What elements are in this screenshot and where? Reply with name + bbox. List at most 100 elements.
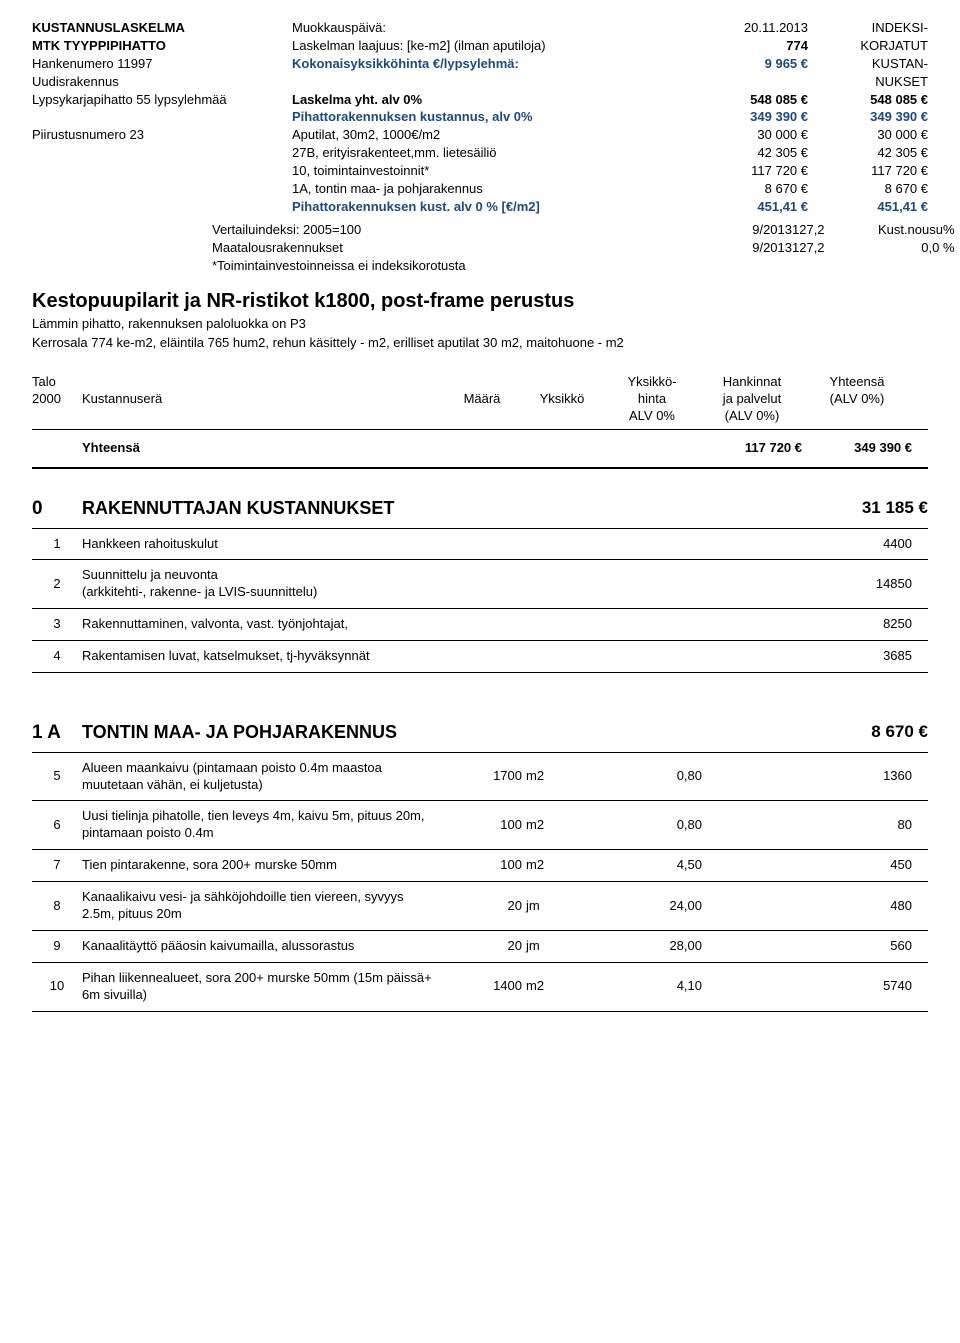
row-desc: Rakentamisen luvat, katselmukset, tj-hyv…: [82, 648, 442, 665]
row-idx: 1: [32, 536, 82, 553]
row-idx: 10: [32, 978, 82, 995]
sec0-title: RAKENNUTTAJAN KUSTANNUKSET: [82, 497, 818, 522]
row-idx: 8: [32, 898, 82, 915]
h-r3c3: 9 965 €: [612, 56, 808, 73]
row-total: 3685: [802, 648, 912, 665]
cmp-r1-c3: 9/2013: [472, 222, 792, 239]
h-r11c1: [32, 199, 292, 216]
h-r4c2: [292, 74, 612, 91]
th-yh-3: ALV 0%: [629, 408, 675, 423]
h-r10c2: 1A, tontin maa- ja pohjarakennus: [292, 181, 612, 198]
sec1a-title: TONTIN MAA- JA POHJARAKENNUS: [82, 721, 818, 746]
row-desc: Kanaalitäyttö pääosin kaivumailla, aluss…: [82, 938, 442, 955]
h-r1c2: Muokkauspäivä:: [292, 20, 612, 37]
row-uprice: 24,00: [602, 898, 702, 915]
page-title: Kestopuupilarit ja NR-ristikot k1800, po…: [32, 288, 928, 314]
row-qty: 1700: [442, 768, 522, 785]
h-r3c4: KUSTAN-: [808, 56, 928, 73]
row-desc: Kanaalikaivu vesi- ja sähköjohdoille tie…: [82, 889, 442, 923]
row-unit: m2: [522, 768, 602, 785]
cmp-r2-c3: 9/2013: [472, 240, 792, 257]
row-qty: 1400: [442, 978, 522, 995]
h-r3c2: Kokonaisyksikköhinta €/lypsylehmä:: [292, 56, 612, 73]
h-r2c2: Laskelman laajuus: [ke-m2] (ilman aputil…: [292, 38, 612, 55]
th-hk-2: ja palvelut: [723, 391, 782, 406]
h-r2c3: 774: [612, 38, 808, 55]
row-idx: 9: [32, 938, 82, 955]
row-total: 560: [802, 938, 912, 955]
h-r5c4: 548 085 €: [808, 92, 928, 109]
h-r6c1: [32, 109, 292, 126]
h-r4c1: Uudisrakennus: [32, 74, 292, 91]
table-row: 6Uusi tielinja pihatolle, tien leveys 4m…: [32, 801, 928, 850]
h-r5c3: 548 085 €: [612, 92, 808, 109]
row-qty: 20: [442, 898, 522, 915]
table-row: 7Tien pintarakenne, sora 200+ murske 50m…: [32, 850, 928, 882]
section-1a-head: 1 A TONTIN MAA- JA POHJARAKENNUS 8 670 €: [32, 711, 928, 753]
row-desc: Hankkeen rahoituskulut: [82, 536, 442, 553]
h-r1c3: 20.11.2013: [612, 20, 808, 37]
section-0-head: 0 RAKENNUTTAJAN KUSTANNUKSET 31 185 €: [32, 487, 928, 529]
row-total: 4400: [802, 536, 912, 553]
row-uprice: 4,10: [602, 978, 702, 995]
row-desc: Uusi tielinja pihatolle, tien leveys 4m,…: [82, 808, 442, 842]
h-r9c3: 117 720 €: [612, 163, 808, 180]
row-unit: m2: [522, 817, 602, 834]
row-desc: Suunnittelu ja neuvonta(arkkitehti-, rak…: [82, 567, 442, 601]
row-uprice: 0,80: [602, 817, 702, 834]
row-unit: m2: [522, 857, 602, 874]
h-r10c3: 8 670 €: [612, 181, 808, 198]
sec0-amt: 31 185 €: [818, 497, 928, 522]
th-yh-1: Yksikkö-: [627, 374, 676, 389]
subtitle-1: Lämmin pihatto, rakennuksen paloluokka o…: [32, 316, 928, 333]
th-yt-1: Yhteensä: [830, 374, 885, 389]
h-r8c4: 42 305 €: [808, 145, 928, 162]
th-yhteensa: Yhteensä (ALV 0%): [802, 374, 912, 425]
row-idx: 4: [32, 648, 82, 665]
row-qty: 100: [442, 817, 522, 834]
section-0-rows: 1Hankkeen rahoituskulut44002Suunnittelu …: [32, 529, 928, 673]
subtitle-2: Kerrosala 774 ke-m2, eläintila 765 hum2,…: [32, 335, 928, 352]
th-maara: Määrä: [442, 391, 522, 408]
row-desc: Alueen maankaivu (pintamaan poisto 0.4m …: [82, 760, 442, 794]
h-r9c1: [32, 163, 292, 180]
th-talo-2: 2000: [32, 391, 61, 406]
row-total: 5740: [802, 978, 912, 995]
table-row: 3Rakennuttaminen, valvonta, vast. työnjo…: [32, 609, 928, 641]
row-uprice: 0,80: [602, 768, 702, 785]
th-talo-1: Talo: [32, 374, 56, 389]
table-row: 4Rakentamisen luvat, katselmukset, tj-hy…: [32, 641, 928, 673]
row-idx: 6: [32, 817, 82, 834]
th-yh-2: hinta: [638, 391, 666, 406]
h-r2c1: MTK TYYPPIPIHATTO: [32, 38, 292, 55]
cmp-r2-c4b: 0,0 %: [835, 240, 955, 257]
th-kust: Kustannuserä: [82, 391, 442, 408]
row-uprice: 4,50: [602, 857, 702, 874]
h-r3c1: Hankenumero 11997: [32, 56, 292, 73]
row-unit: jm: [522, 898, 602, 915]
table-header: Talo 2000 Kustannuserä Määrä Yksikkö Yks…: [32, 366, 928, 430]
sec0-num: 0: [32, 497, 82, 522]
compare-block: Vertailuindeksi: 2005=100 9/2013 127,2 K…: [212, 222, 912, 275]
row-total: 80: [802, 817, 912, 834]
totals-c6: 117 720 €: [702, 440, 802, 457]
h-r7c1: Piirustusnumero 23: [32, 127, 292, 144]
h-r8c1: [32, 145, 292, 162]
h-r7c3: 30 000 €: [612, 127, 808, 144]
row-total: 1360: [802, 768, 912, 785]
h-r1c4: INDEKSI-: [808, 20, 928, 37]
row-idx: 3: [32, 616, 82, 633]
h-r4c4: NUKSET: [808, 74, 928, 91]
h-r6c2: Pihattorakennuksen kustannus, alv 0%: [292, 109, 612, 126]
h-r11c4: 451,41 €: [808, 199, 928, 216]
totals-row: Yhteensä 117 720 € 349 390 €: [32, 430, 928, 469]
table-row: 9Kanaalitäyttö pääosin kaivumailla, alus…: [32, 931, 928, 963]
h-r1c1: KUSTANNUSLASKELMA: [32, 20, 292, 37]
th-yksikko: Yksikkö: [522, 391, 602, 408]
row-total: 14850: [802, 576, 912, 593]
section-1a-rows: 5Alueen maankaivu (pintamaan poisto 0.4m…: [32, 753, 928, 1012]
sec1a-amt: 8 670 €: [818, 721, 928, 746]
cmp-r3-label: *Toimintainvestoinneissa ei indeksikorot…: [212, 258, 955, 275]
h-r2c4: KORJATUT: [808, 38, 928, 55]
cmp-r2-label: Maatalousrakennukset: [212, 240, 472, 257]
